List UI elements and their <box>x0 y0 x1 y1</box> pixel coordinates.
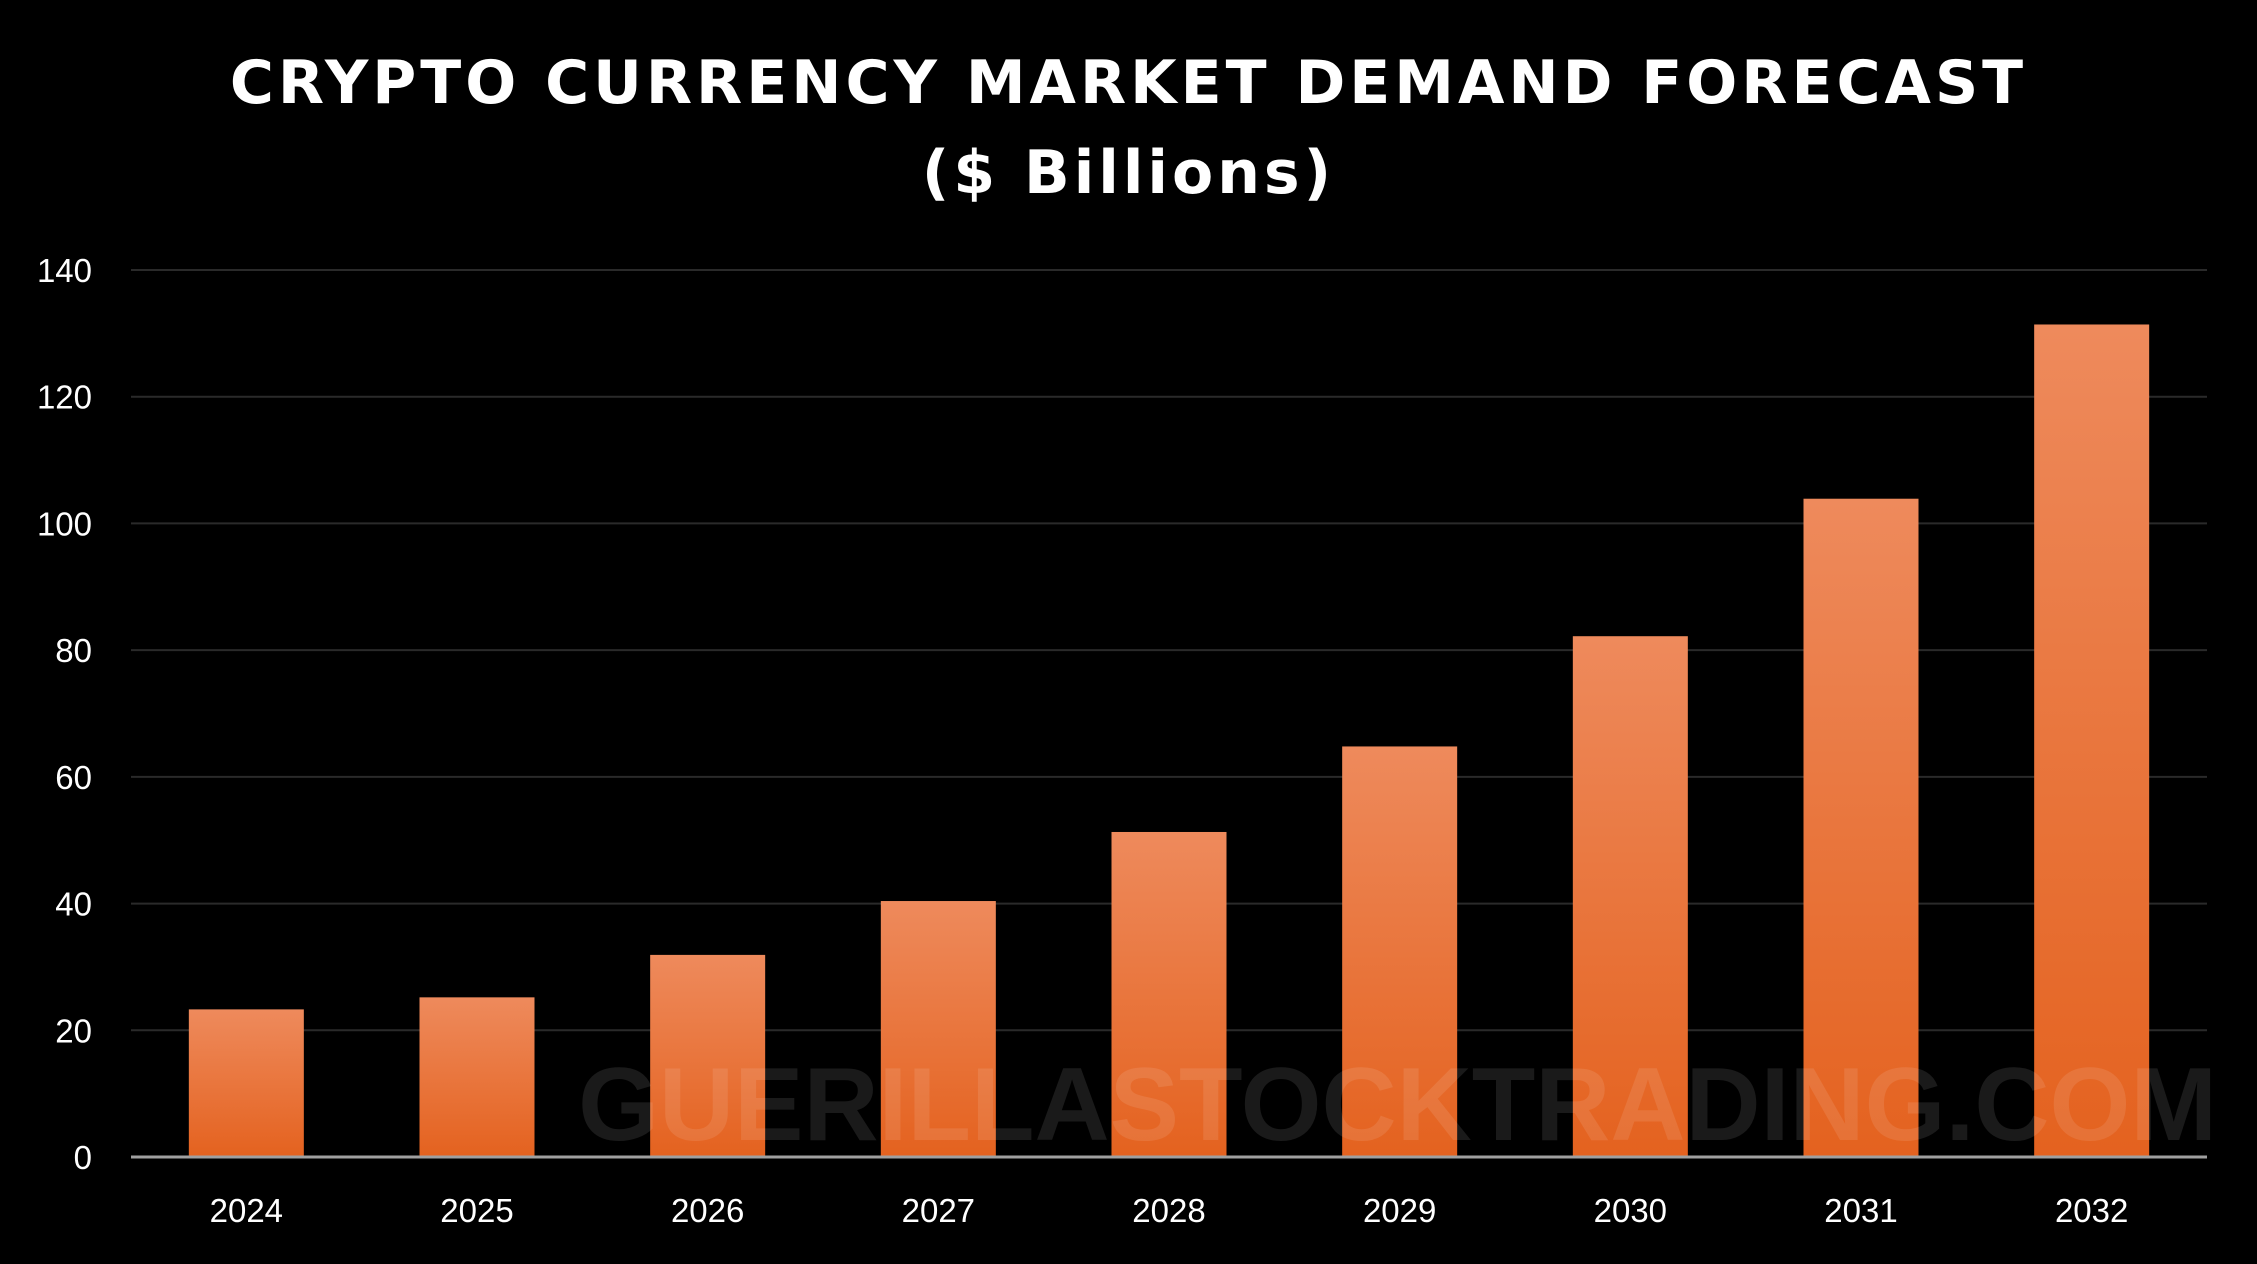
x-tick-label: 2027 <box>902 1192 975 1229</box>
bar-2030 <box>1572 636 1688 1157</box>
chart-title: CRYPTO CURRENCY MARKET DEMAND FORECAST (… <box>0 38 2257 218</box>
bar-2032 <box>2034 324 2150 1157</box>
y-tick-label: 140 <box>37 252 92 289</box>
bar-2025 <box>419 997 535 1157</box>
y-tick-label: 60 <box>55 759 92 796</box>
x-tick-label: 2032 <box>2055 1192 2128 1229</box>
y-tick-label: 100 <box>37 505 92 542</box>
bar-2028 <box>1111 831 1227 1157</box>
chart-title-line-1: CRYPTO CURRENCY MARKET DEMAND FORECAST <box>229 48 2028 118</box>
x-tick-label: 2030 <box>1594 1192 1667 1229</box>
x-axis-tick-labels: 2024 2025 2026 2027 2028 2029 2030 2031 2032 <box>210 1192 2129 1229</box>
bar-2024 <box>188 1009 304 1157</box>
x-tick-label: 2026 <box>671 1192 744 1229</box>
bar-2027 <box>880 901 996 1157</box>
bars <box>188 324 2150 1157</box>
x-tick-label: 2024 <box>210 1192 283 1229</box>
x-tick-label: 2029 <box>1363 1192 1436 1229</box>
chart-title-line-2: ($ Billions) <box>921 138 1336 208</box>
x-tick-label: 2031 <box>1824 1192 1897 1229</box>
watermark-text: GUERILLASTOCKTRADING.COM <box>578 1047 2217 1163</box>
y-tick-label: 80 <box>55 632 92 669</box>
bar-2026 <box>650 954 766 1157</box>
bar-2031 <box>1803 498 1919 1157</box>
y-tick-label: 40 <box>55 886 92 923</box>
y-tick-label: 20 <box>55 1012 92 1049</box>
y-tick-label: 120 <box>37 379 92 416</box>
x-tick-label: 2025 <box>440 1192 513 1229</box>
bar-2029 <box>1342 746 1458 1157</box>
y-tick-label: 0 <box>74 1139 92 1176</box>
x-tick-label: 2028 <box>1132 1192 1205 1229</box>
y-axis-tick-labels: 0 20 40 60 80 100 120 140 <box>37 252 92 1176</box>
